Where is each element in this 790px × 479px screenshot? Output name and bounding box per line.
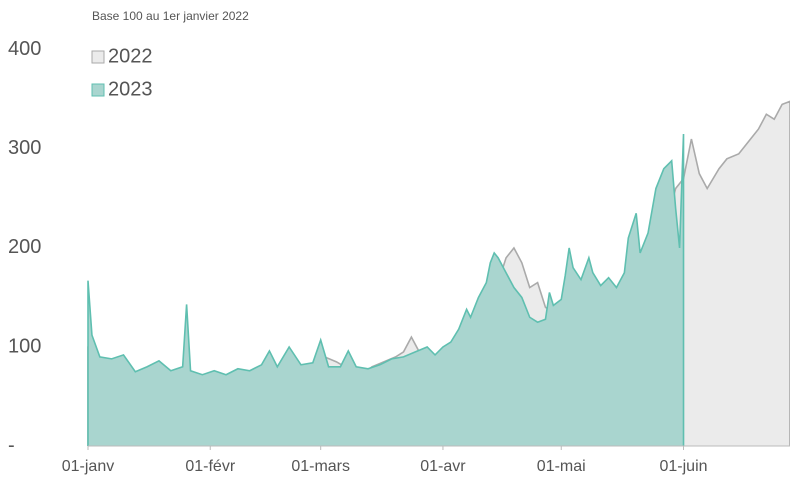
legend-swatch	[91, 50, 105, 64]
x-tick-label: 01-mai	[537, 458, 586, 475]
area	[88, 134, 684, 446]
x-tick-label: 01-mars	[291, 458, 350, 475]
legend-swatch	[91, 83, 105, 97]
legend-label: 2023	[108, 78, 153, 100]
y-tick-label: 200	[8, 236, 41, 258]
y-tick-label: 400	[8, 38, 41, 60]
y-tick-label: 300	[8, 137, 41, 159]
x-tick-label: 01-févr	[185, 458, 235, 475]
x-tick-label: 01-avr	[420, 458, 466, 475]
y-tick-label: -	[8, 434, 15, 456]
y-tick-label: 100	[8, 335, 41, 357]
x-tick-label: 01-janv	[62, 458, 114, 475]
legend-label: 2022	[108, 45, 153, 67]
subtitle: Base 100 au 1er janvier 2022	[92, 9, 249, 23]
area-line	[87, 134, 685, 446]
x-tick-label: 01-juin	[660, 458, 708, 475]
